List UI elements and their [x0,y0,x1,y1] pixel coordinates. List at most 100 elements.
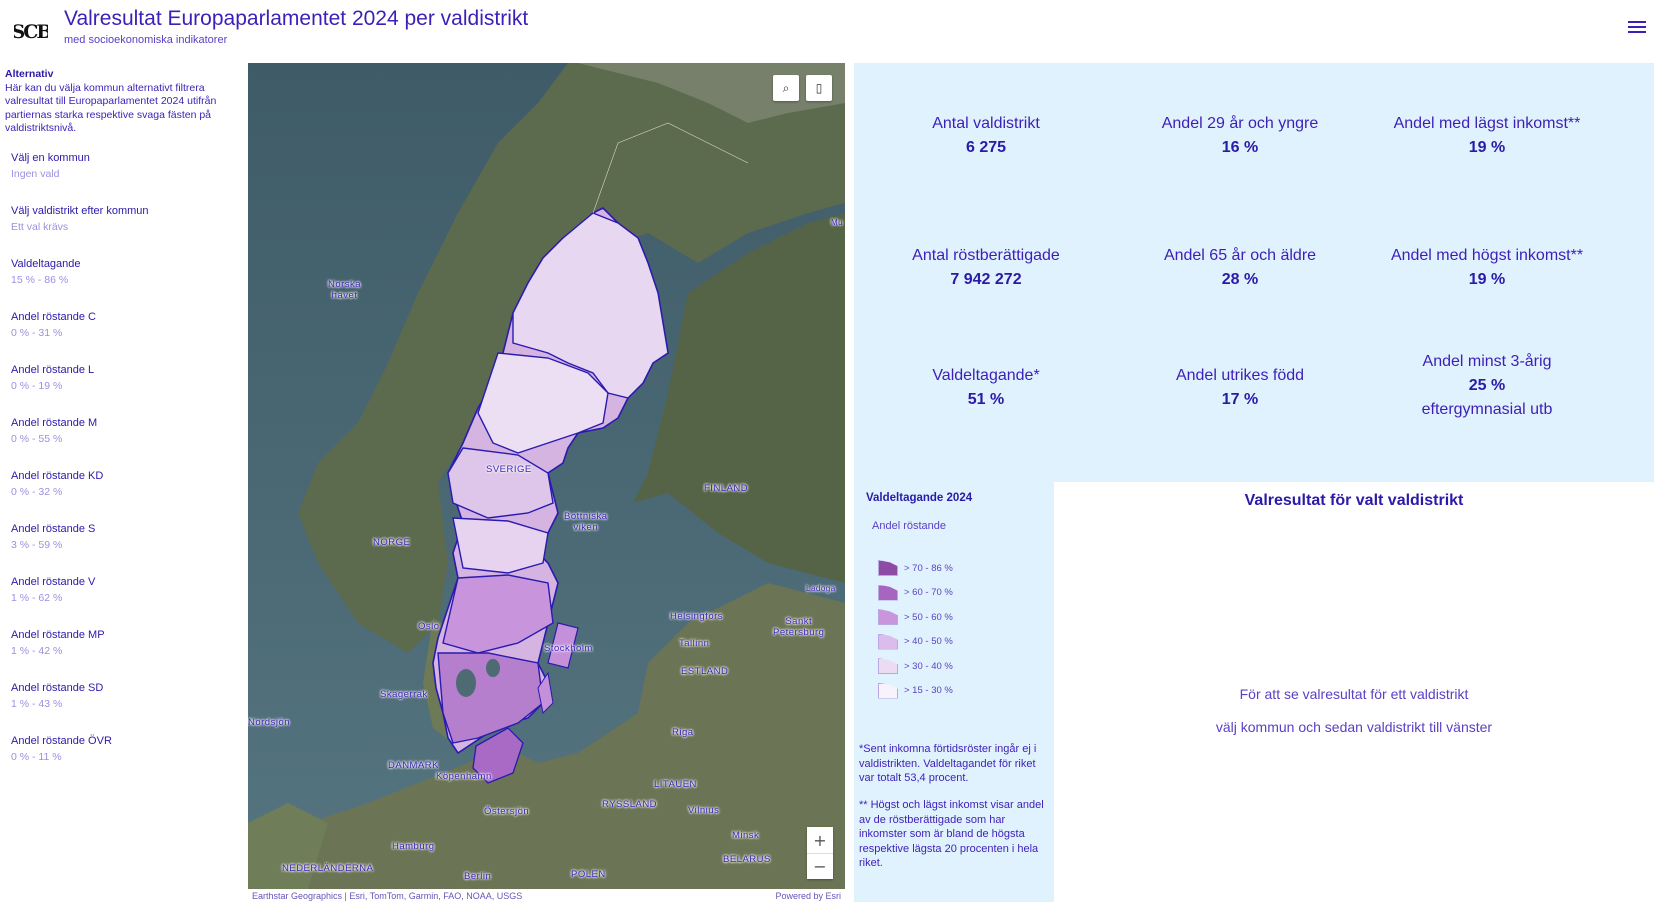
stat-card: Andel 65 år och äldre 28 % [1110,247,1370,289]
filter-item[interactable]: Andel röstande S 3 % - 59 % [11,523,231,551]
filter-item[interactable]: Välj valdistrikt efter kommun Ett val krä… [11,205,231,233]
map-label-mu: Mu [831,218,844,227]
attribution-text: Earthstar Geographics | Esri, TomTom, Ga… [252,891,523,901]
stat-name: Antal valdistrikt [932,115,1040,132]
map-label-sankt-petersburg: Sankt Petersburg [773,616,825,638]
page-subtitle: med socioekonomiska indikatorer [64,34,228,46]
scb-logo: SCB [14,21,48,43]
legend-title: Valdeltagande 2024 [866,492,973,504]
map-canvas[interactable] [248,63,845,889]
zoom-controls: + − [807,827,833,879]
legend-label: > 40 - 50 % [904,636,953,647]
stat-value: 19 % [1468,139,1506,156]
map-search-button[interactable]: ⌕ [773,75,799,101]
stat-name: Antal röstberättigade [912,247,1060,264]
filter-value: 15 % - 86 % [11,274,69,286]
stat-value: 19 % [1468,271,1506,288]
bookmark-icon: ▯ [815,81,823,95]
legend-label: > 70 - 86 % [904,562,953,574]
map-label-ostersjon: Östersjön [484,806,530,817]
legend-item: > 15 - 30 % [878,681,953,701]
legend-label: > 30 - 40 % [904,660,953,672]
stat-value: 17 % [1221,391,1259,408]
stat-card: Valdeltagande* 51 % [856,367,1116,409]
stats-panel: Antal valdistrikt 6 275 Andel 29 år och yn… [854,63,1654,482]
powered-by-esri-link[interactable]: Powered by Esri [775,891,841,901]
filter-item[interactable]: Andel röstande SD 1 % - 43 % [11,682,231,710]
filter-label: Välj valdistrikt efter kommun [11,205,149,217]
legend-panel: Valdeltagande 2024 Andel röstande > 70 -… [854,482,1054,902]
map-label-stockholm: Stockholm [544,643,593,654]
map-label-oslo: Oslo [418,621,440,632]
map-attribution: Earthstar Geographics | Esri, TomTom, Ga… [248,889,845,903]
stat-value: 28 % [1221,271,1259,288]
filter-item[interactable]: Andel röstande V 1 % - 62 % [11,576,231,604]
zoom-out-button[interactable]: − [807,853,833,879]
filter-value: 1 % - 42 % [11,645,63,657]
map-label-finland: FINLAND [704,483,749,494]
filter-item[interactable]: Andel röstande M 0 % - 55 % [11,417,231,445]
filter-value: 3 % - 59 % [11,539,63,551]
map-bookmark-button[interactable]: ▯ [806,75,832,101]
sidebar-heading: Alternativ [5,68,54,80]
legend-label: > 15 - 30 % [904,685,953,696]
result-title: Valresultat för valt valdistrikt [1244,492,1464,509]
legend-subtitle: Andel röstande [872,520,946,532]
map-label-estland: ESTLAND [681,666,729,677]
stat-name: Andel minst 3-årig [1422,353,1552,370]
filter-value: 0 % - 55 % [11,433,63,445]
legend-item: > 70 - 86 % [878,558,953,578]
sidebar-intro-text: Här kan du välja kommun alternativt filt… [5,81,217,135]
filter-label: Andel röstande V [11,576,96,588]
map-label-minsk: Minsk [732,830,760,841]
stat-card: Andel minst 3-årig 25 % eftergymnasial utb [1357,353,1617,419]
stat-name: Andel med högst inkomst** [1390,247,1584,264]
stat-name: Andel utrikes född [1175,367,1305,384]
zoom-in-button[interactable]: + [813,830,827,850]
filter-value: 0 % - 32 % [11,486,63,498]
map-label-sverige: SVERIGE [486,464,532,475]
map-label-belarus: BELARUS [723,854,771,865]
legend-note-income: ** Högst och lägst inkomst visar andel a… [859,799,1044,869]
filter-label: Andel röstande L [11,364,95,376]
filter-value: Ingen vald [11,168,60,180]
map-view[interactable]: Norska havet SVERIGE NORGE FINLAND Bottni… [248,63,845,889]
map-label-nordsjon: Nordsjön [248,717,291,728]
result-message-line1: För att se valresultat för ett valdistri… [1239,686,1469,702]
map-label-bottniska-viken: Bottniska viken [564,511,608,533]
filter-item[interactable]: Andel röstande KD 0 % - 32 % [11,470,231,498]
page-title: Valresultat Europaparlamentet 2024 per v… [64,7,529,30]
filter-item[interactable]: Andel röstande C 0 % - 31 % [11,311,231,339]
stat-card: Andel utrikes född 17 % [1110,367,1370,409]
filter-item[interactable]: Andel röstande ÖVR 0 % - 11 % [11,735,231,763]
filter-value: 0 % - 31 % [11,327,63,339]
filter-item[interactable]: Andel röstande L 0 % - 19 % [11,364,231,392]
search-icon: ⌕ [782,80,790,95]
stat-card: Antal röstberättigade 7 942 272 [856,247,1116,289]
stat-name: Valdeltagande* [932,367,1040,384]
legend-swatch [878,609,898,625]
stat-name: Andel 65 år och äldre [1163,247,1317,264]
svg-text:SCB: SCB [14,21,48,43]
stat-name: Andel med lägst inkomst** [1393,115,1581,132]
filter-item[interactable]: Valdeltagande 15 % - 86 % [11,258,231,286]
stat-value: 6 275 [965,139,1007,156]
stat-extra: eftergymnasial utb [1421,401,1553,418]
filter-label: Andel röstande SD [11,682,104,694]
filter-item[interactable]: Andel röstande MP 1 % - 42 % [11,629,231,657]
map-label-norge: NORGE [373,537,411,548]
map-label-skagerrak: Skagerrak [380,689,428,700]
legend-item: > 60 - 70 % [878,583,953,603]
stat-value: 25 % [1468,377,1506,394]
filter-item[interactable]: Välj en kommun Ingen vald [11,152,231,180]
filter-label: Valdeltagande [11,258,81,270]
filter-label: Andel röstande S [11,523,96,535]
hamburger-menu-icon[interactable] [1628,18,1646,34]
map-label-litauen: LITAUEN [654,779,697,790]
filter-value: 1 % - 43 % [11,698,63,710]
legend-swatch [878,560,898,576]
legend-swatch [878,658,898,674]
legend-item: > 50 - 60 % [878,607,953,627]
map-label-helsingfors: Helsingfors [670,611,724,622]
stat-value: 16 % [1221,139,1259,156]
